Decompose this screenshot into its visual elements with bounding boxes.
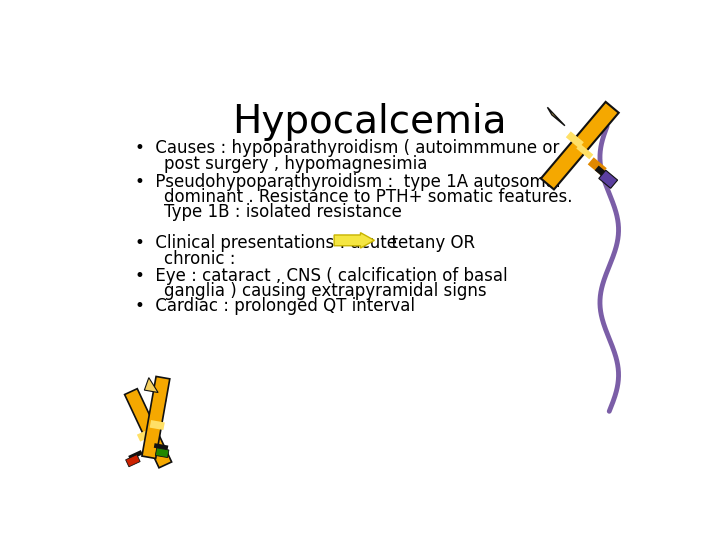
Text: Hypocalcemia: Hypocalcemia <box>232 103 506 141</box>
Text: •  Cardiac : prolonged QT interval: • Cardiac : prolonged QT interval <box>135 298 415 315</box>
Polygon shape <box>153 392 166 407</box>
Text: dominant . Resistance to PTH+ somatic features.: dominant . Resistance to PTH+ somatic fe… <box>163 188 572 206</box>
Text: chronic :: chronic : <box>163 249 235 268</box>
Polygon shape <box>588 157 607 176</box>
Polygon shape <box>142 376 170 458</box>
Text: ganglia ) causing extrapyramidal signs: ganglia ) causing extrapyramidal signs <box>163 282 486 300</box>
Polygon shape <box>599 170 618 188</box>
Text: •  Causes : hypoparathyroidism ( autoimmmune or: • Causes : hypoparathyroidism ( autoimmm… <box>135 139 559 158</box>
Polygon shape <box>137 429 153 442</box>
Text: •  Clinical presentations : acute: • Clinical presentations : acute <box>135 234 397 252</box>
Polygon shape <box>595 166 612 181</box>
Text: post surgery , hypomagnesimia: post surgery , hypomagnesimia <box>163 155 427 173</box>
Text: •  Pseudohypoparathyroidism :  type 1A autosomal: • Pseudohypoparathyroidism : type 1A aut… <box>135 173 560 191</box>
Text: tetany OR: tetany OR <box>381 234 474 252</box>
Polygon shape <box>547 107 565 126</box>
Polygon shape <box>128 450 143 460</box>
Polygon shape <box>145 377 158 393</box>
Text: •  Eye : cataract , CNS ( calcification of basal: • Eye : cataract , CNS ( calcification o… <box>135 267 508 285</box>
Polygon shape <box>150 420 165 430</box>
Polygon shape <box>125 389 171 468</box>
Polygon shape <box>566 131 584 148</box>
FancyArrow shape <box>334 233 374 248</box>
Polygon shape <box>541 102 618 190</box>
Text: Type 1B : isolated resistance: Type 1B : isolated resistance <box>163 204 402 221</box>
Polygon shape <box>576 144 593 159</box>
Polygon shape <box>156 448 169 457</box>
Polygon shape <box>125 455 140 467</box>
Polygon shape <box>154 443 168 450</box>
